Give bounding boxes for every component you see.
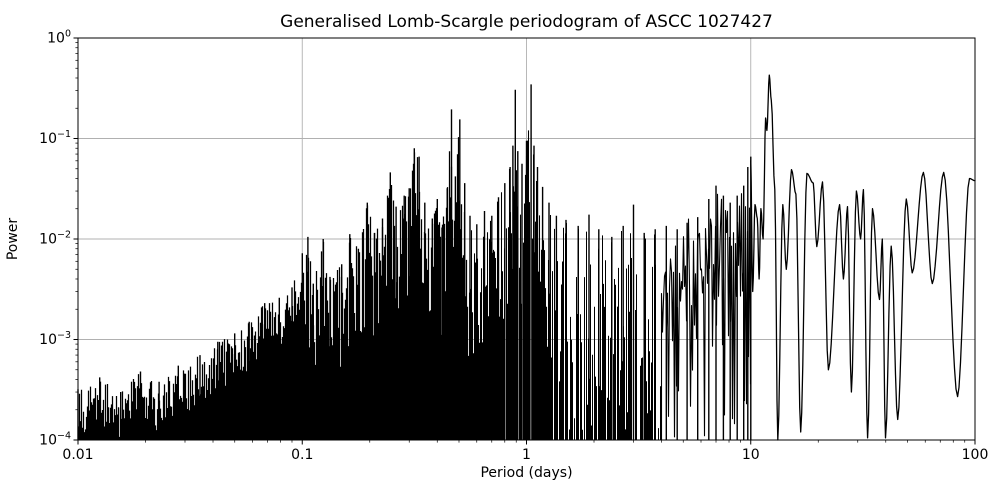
- y-tick-label: 100: [47, 29, 71, 47]
- x-tick-labels: 0.01 0.1 1 10 100: [62, 447, 988, 463]
- axis-ticks: [73, 37, 976, 445]
- x-tick-label: 0.01: [62, 447, 93, 463]
- x-tick-label: 0.1: [291, 447, 313, 463]
- noise-zigzag: [660, 193, 752, 440]
- resolved-tail-line: [750, 74, 976, 441]
- y-axis-label: Power: [5, 218, 21, 261]
- noise-fill-sparse: [552, 217, 662, 440]
- y-tick-label: 10−2: [39, 230, 71, 248]
- y-tick-labels: 100 10−1 10−2 10−3 10−4: [39, 29, 71, 449]
- y-tick-label: 10−4: [39, 431, 71, 449]
- y-tick-label: 10−1: [39, 129, 71, 147]
- x-tick-label: 10: [742, 447, 760, 463]
- x-axis-label: Period (days): [480, 465, 572, 481]
- x-tick-label: 1: [522, 447, 531, 463]
- x-tick-label: 100: [962, 447, 989, 463]
- chart-title: Generalised Lomb-Scargle periodogram of …: [280, 12, 773, 32]
- y-tick-label: 10−3: [39, 330, 71, 348]
